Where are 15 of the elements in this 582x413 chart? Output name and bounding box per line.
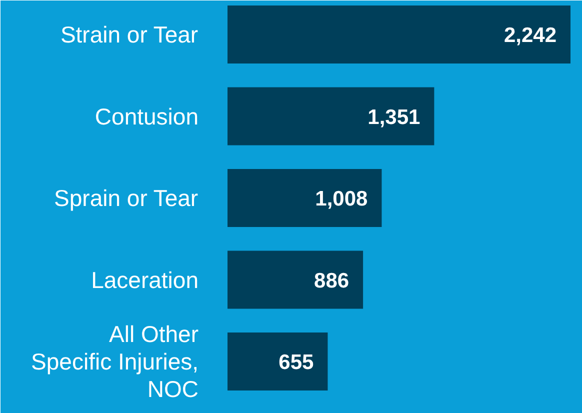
- bar: [228, 6, 570, 64]
- bar: [228, 169, 382, 227]
- y-tick-label: Laceration: [91, 266, 199, 293]
- data-label: 1,351: [368, 106, 421, 129]
- y-tick-label: Contusion: [94, 103, 199, 130]
- data-label: 655: [278, 351, 314, 374]
- data-label: 1,008: [315, 188, 368, 210]
- data-label: 2,242: [504, 24, 557, 47]
- data-label: 886: [314, 269, 350, 292]
- bar: [228, 87, 434, 146]
- y-tick-label: Strain or Tear: [60, 22, 198, 48]
- bar: [228, 250, 364, 309]
- y-tick-label: All Other Specific Injuries, NOC: [31, 321, 199, 402]
- y-tick-label: Sprain or Tear: [54, 185, 198, 211]
- bar: [228, 332, 328, 390]
